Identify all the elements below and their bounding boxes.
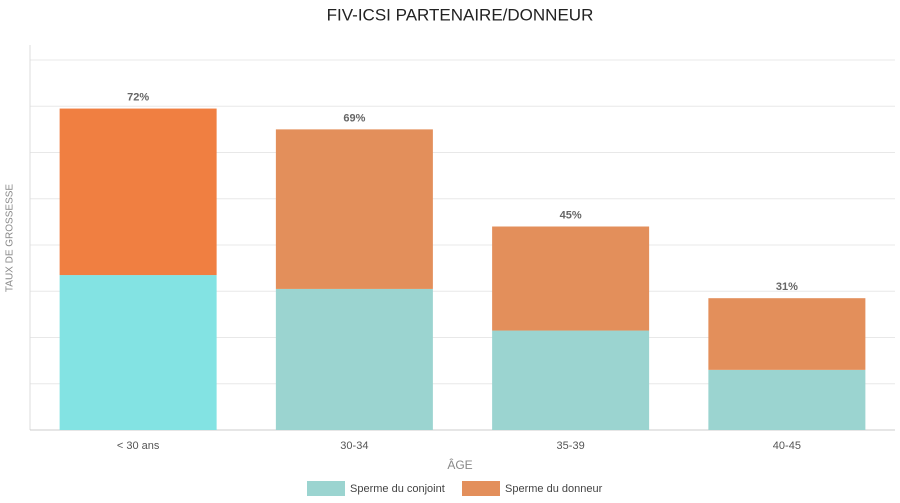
data-label: 69% <box>343 112 365 124</box>
bar-segment <box>59 275 217 430</box>
bar-segment <box>708 369 866 430</box>
bar-segment <box>492 226 650 331</box>
legend-label: Sperme du donneur <box>505 483 603 495</box>
legend-swatch <box>462 481 500 496</box>
bar-segment <box>708 298 866 370</box>
bar-segment <box>275 129 433 289</box>
x-tick-label: 30-34 <box>340 440 368 452</box>
data-label: 45% <box>560 209 582 221</box>
x-tick-label: < 30 ans <box>117 440 160 452</box>
legend-swatch <box>307 481 345 496</box>
x-tick-label: 40-45 <box>773 440 801 452</box>
bar-segment <box>275 288 433 430</box>
chart-title: FIV-ICSI PARTENAIRE/DONNEUR <box>327 5 594 24</box>
x-axis-label: ÂGE <box>447 457 472 472</box>
bar-segment <box>59 108 217 276</box>
legend-label: Sperme du conjoint <box>350 483 445 495</box>
y-axis-label: TAUX DE GROSSESSE <box>5 184 16 293</box>
data-label: 72% <box>127 91 149 103</box>
bar-segment <box>492 330 650 430</box>
data-label: 31% <box>776 281 798 293</box>
x-tick-label: 35-39 <box>557 440 585 452</box>
